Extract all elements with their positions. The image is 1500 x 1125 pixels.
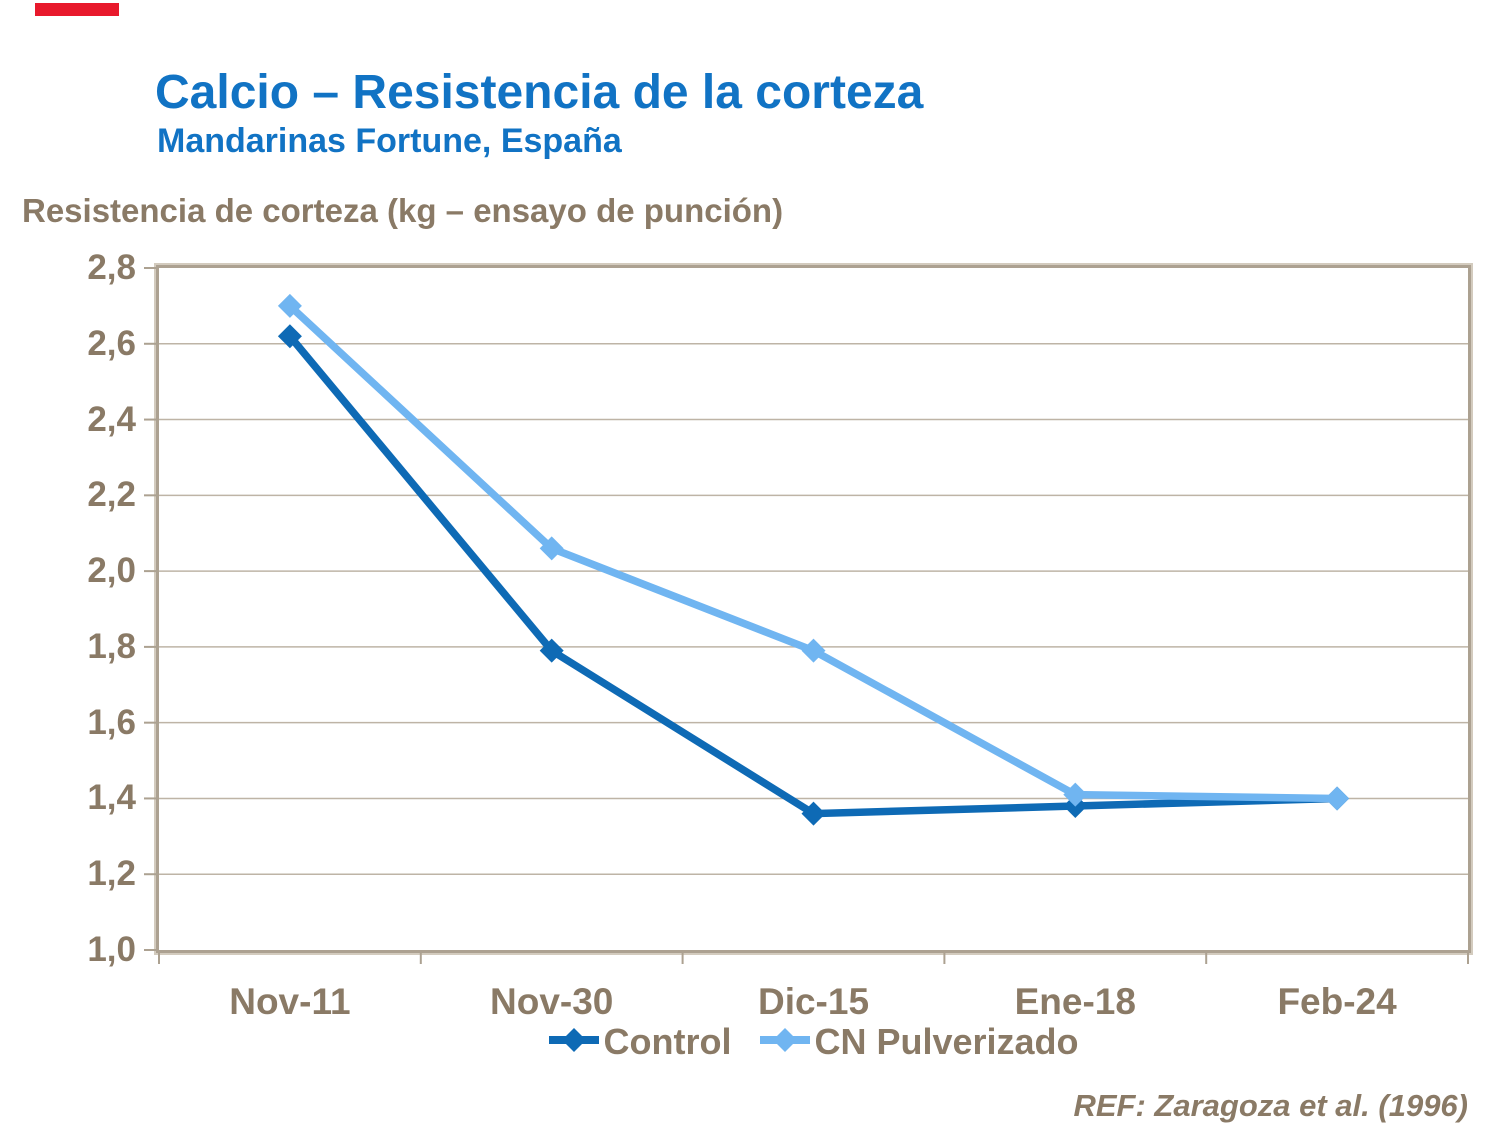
y-tick-label: 2,0: [87, 551, 136, 591]
legend-item-control: Control: [548, 1024, 731, 1060]
y-tick-label: 2,4: [87, 399, 136, 439]
red-accent-bar: [35, 3, 119, 16]
legend-label-control: Control: [603, 1021, 732, 1062]
x-tick-label: Ene-18: [1014, 981, 1136, 1022]
x-tick-label: Dic-15: [757, 981, 870, 1022]
y-tick-label: 2,6: [87, 323, 136, 363]
control-series-marker-icon: [548, 1026, 600, 1059]
y-tick-label: 2,8: [87, 248, 136, 287]
y-tick-label: 1,6: [87, 702, 136, 742]
y-axis-title: Resistencia de corteza (kg – ensayo de p…: [22, 192, 784, 229]
y-tick-label: 1,2: [87, 854, 136, 894]
legend-label-cn-pulverizado: CN Pulverizado: [814, 1021, 1079, 1062]
x-tick-label: Feb-24: [1277, 981, 1397, 1022]
y-tick-label: 1,8: [87, 626, 136, 666]
cn-pulverizado-series-marker-icon: [759, 1026, 811, 1059]
reference-citation: REF: Zaragoza et al. (1996): [1073, 1088, 1468, 1123]
chart-legend: Control CN Pulverizado: [159, 1024, 1468, 1060]
page-title: Calcio – Resistencia de la corteza: [155, 66, 924, 119]
page-subtitle: Mandarinas Fortune, España: [157, 122, 622, 160]
x-tick-label: Nov-30: [489, 981, 614, 1022]
legend-item-cn-pulverizado: CN Pulverizado: [759, 1021, 1079, 1062]
y-tick-label: 1,4: [87, 778, 136, 818]
y-tick-label: 1,0: [87, 930, 136, 969]
y-tick-label: 2,2: [87, 475, 136, 515]
x-tick-label: Nov-11: [229, 981, 351, 1022]
